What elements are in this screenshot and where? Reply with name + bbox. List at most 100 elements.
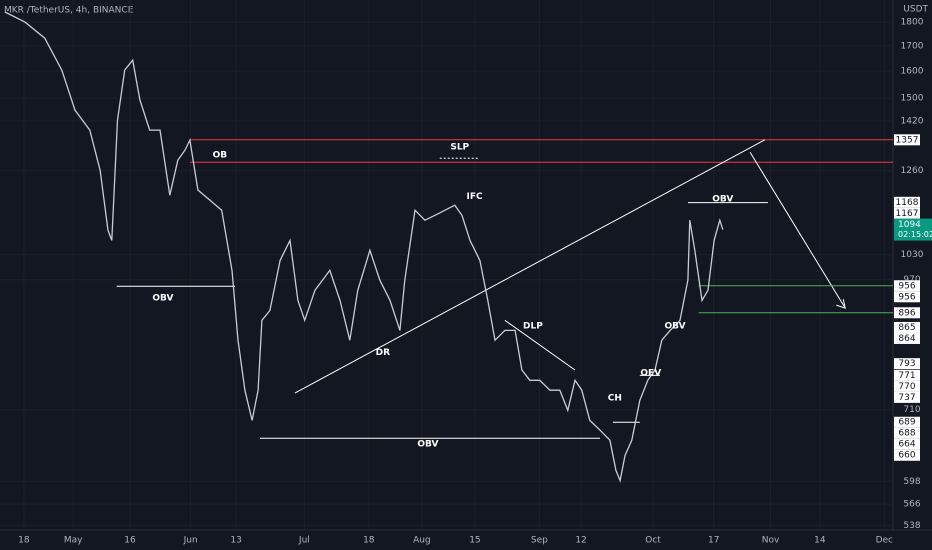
price-label-text: 956 [898, 292, 915, 302]
drawing-line [294, 139, 766, 394]
price-label-box [894, 391, 920, 403]
x-tick-label: Dec [876, 536, 893, 546]
x-tick-label: 14 [814, 536, 826, 546]
price-label: 865 [894, 321, 920, 333]
price-label-box [894, 358, 920, 370]
y-tick-label: 1600 [901, 67, 924, 77]
annotation: OBV [417, 439, 438, 449]
price-label-text: 1168 [896, 198, 919, 208]
countdown: 02:15:02 [898, 230, 932, 239]
price-label-text: 770 [898, 382, 915, 392]
x-tick-label: 18 [18, 536, 30, 546]
y-tick-label: 1800 [901, 18, 924, 28]
price-label-text: 771 [898, 371, 915, 381]
annotation: DLP [523, 322, 543, 332]
y-tick-label: 598 [903, 477, 920, 487]
price-label: 660 [894, 449, 920, 461]
price-label-text: 896 [898, 308, 915, 318]
price-label-box [894, 307, 920, 319]
annotation: OBV [712, 195, 733, 205]
x-tick-label: 18 [363, 536, 375, 546]
annotation: OEV [640, 369, 661, 379]
y-tick-label: 1260 [901, 166, 924, 176]
price-label: 664 [894, 438, 920, 450]
x-tick-label: Sep [531, 536, 548, 546]
annotation: DR [376, 348, 390, 358]
price-label: 896 [894, 307, 920, 319]
arrow-head [836, 299, 846, 309]
price-label-text: 793 [898, 359, 915, 369]
annotation: OB [213, 151, 228, 161]
price-label-box [894, 332, 920, 344]
price-label-box [894, 449, 920, 461]
y-tick-label: 1030 [901, 250, 924, 260]
y-tick-label: 710 [903, 405, 920, 415]
y-tick-label: 1500 [901, 94, 924, 104]
current-price: 1094 [898, 220, 921, 230]
price-label-box [894, 134, 920, 146]
currency: USDT [903, 5, 928, 15]
price-label: 793 [894, 358, 920, 370]
drawing-line [504, 319, 576, 371]
price-label-text: 1167 [896, 209, 919, 219]
x-tick-label: 17 [708, 536, 719, 546]
price-label: 1168 [894, 196, 920, 208]
price-label: 771 [894, 369, 920, 381]
price-label: 864 [894, 332, 920, 344]
price-label-text: 865 [898, 323, 915, 333]
x-tick-label: May [64, 536, 83, 546]
y-tick-label: 970 [903, 275, 920, 285]
price-label-box [894, 416, 920, 428]
price-label: 956 [894, 280, 920, 292]
x-tick-label: 12 [575, 536, 586, 546]
price-label-box [894, 196, 920, 208]
x-tick-label: Jun [183, 536, 198, 546]
annotation: OBV [664, 322, 685, 332]
price-label-text: 689 [898, 418, 915, 428]
current-price-box [894, 218, 932, 241]
price-label: 956 [894, 291, 920, 303]
price-label-box [894, 291, 920, 303]
grid [0, 0, 893, 530]
price-label: 689 [894, 416, 920, 428]
price-label: 770 [894, 380, 920, 392]
x-tick-label: Aug [413, 536, 431, 546]
price-label-text: 956 [898, 281, 915, 291]
annotation: IFC [466, 192, 482, 202]
drawing-line [749, 152, 846, 309]
y-tick-label: 1420 [901, 116, 924, 126]
price-label: 1167 [894, 207, 920, 219]
x-tick-label: Jul [298, 536, 310, 546]
x-tick-label: Oct [645, 536, 661, 546]
price-label-box [894, 369, 920, 381]
price-label-box [894, 280, 920, 292]
y-tick-label: 1700 [901, 41, 924, 51]
y-tick-label: 538 [903, 521, 920, 531]
price-line [4, 11, 724, 483]
price-label-box [894, 427, 920, 439]
annotation: OBV [152, 294, 173, 304]
x-tick-label: 15 [469, 536, 480, 546]
price-label-text: 660 [898, 451, 915, 461]
price-label-box [894, 321, 920, 333]
x-tick-label: 16 [124, 536, 136, 546]
annotation: CH [608, 394, 622, 404]
price-label-box [894, 380, 920, 392]
price-label: 688 [894, 427, 920, 439]
chart-title: MKR /TetherUS, 4h, BINANCE [4, 6, 134, 16]
price-label-text: 664 [898, 440, 915, 450]
x-tick-label: Nov [762, 536, 780, 546]
price-label-text: 688 [898, 429, 915, 439]
annotation: SLP [450, 143, 469, 153]
price-label-box [894, 207, 920, 219]
price-label: 1357 [894, 134, 920, 146]
price-label-text: 737 [898, 393, 915, 403]
y-tick-label: 566 [903, 500, 920, 510]
price-label: 737 [894, 391, 920, 403]
price-label-text: 864 [898, 334, 915, 344]
price-label-text: 1357 [896, 135, 919, 145]
price-label-box [894, 438, 920, 450]
x-tick-label: 13 [230, 536, 241, 546]
